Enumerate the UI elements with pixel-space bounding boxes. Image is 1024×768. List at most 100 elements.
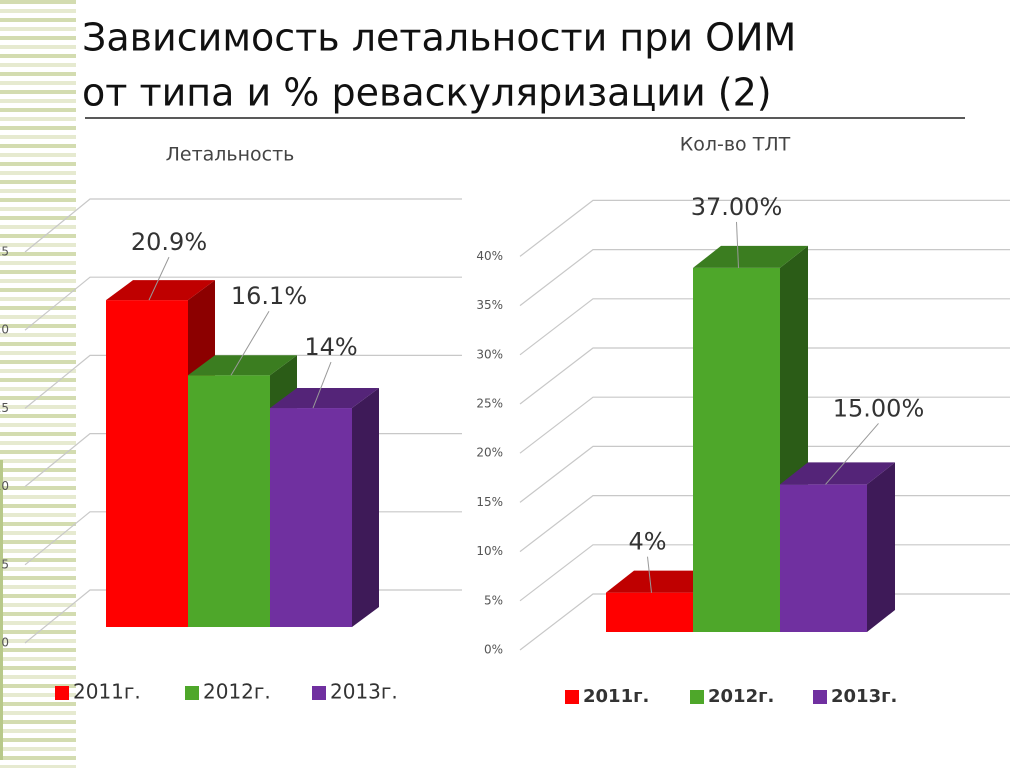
stripe bbox=[0, 189, 76, 193]
stripe bbox=[0, 450, 76, 454]
stripe bbox=[0, 441, 76, 445]
stripe bbox=[0, 180, 76, 184]
stripe bbox=[0, 153, 76, 157]
stripe bbox=[0, 342, 76, 346]
y-tick-label: 40% bbox=[476, 249, 503, 263]
stripe bbox=[0, 315, 76, 319]
leader-line bbox=[825, 423, 879, 485]
stripe bbox=[0, 711, 76, 715]
slide-title-line: Зависимость летальности при ОИМ bbox=[82, 16, 796, 60]
bar-top bbox=[106, 280, 215, 301]
stripe bbox=[0, 558, 76, 562]
stripe bbox=[0, 432, 76, 436]
grid-line bbox=[519, 347, 1010, 405]
leader-line bbox=[312, 361, 332, 409]
stripe bbox=[0, 99, 76, 103]
stripe bbox=[0, 243, 76, 247]
stripe bbox=[0, 405, 76, 409]
legend-swatch bbox=[312, 686, 326, 700]
bar-side bbox=[352, 388, 379, 627]
stripe bbox=[0, 198, 76, 202]
stripe bbox=[0, 513, 76, 517]
bar-top bbox=[188, 355, 297, 376]
stripe bbox=[0, 18, 76, 22]
bar-side bbox=[867, 462, 895, 632]
grid-line bbox=[519, 298, 1010, 356]
stripe bbox=[0, 81, 76, 85]
stripe bbox=[0, 279, 76, 283]
slide-title-line: от типа и % реваскуляризации (2) bbox=[82, 71, 772, 115]
stripe bbox=[0, 0, 76, 4]
y-tick-label: 0 bbox=[1, 636, 9, 650]
edge-stripes bbox=[0, 0, 76, 768]
stripe bbox=[0, 540, 76, 544]
stripe bbox=[0, 594, 76, 598]
stripe bbox=[0, 306, 76, 310]
legend-swatch bbox=[55, 686, 69, 700]
stripe bbox=[0, 639, 76, 643]
stripe bbox=[0, 657, 76, 661]
stripe bbox=[0, 675, 76, 679]
bar-front bbox=[188, 375, 270, 627]
legend-label: 2012г. bbox=[203, 680, 271, 704]
stripe bbox=[0, 504, 76, 508]
legend-swatch bbox=[813, 690, 827, 704]
stripe bbox=[0, 684, 76, 688]
stripe bbox=[0, 702, 76, 706]
data-label: 37.00% bbox=[691, 193, 783, 221]
y-tick-label: 5 bbox=[1, 557, 9, 571]
stripe bbox=[0, 612, 76, 616]
stripe bbox=[0, 270, 76, 274]
stripe bbox=[0, 576, 76, 580]
y-tick-label: 0% bbox=[484, 643, 503, 657]
stripe bbox=[0, 36, 76, 40]
stripe bbox=[0, 207, 76, 211]
stripe bbox=[0, 648, 76, 652]
y-tick-label: 5% bbox=[484, 593, 503, 607]
stripe bbox=[0, 495, 76, 499]
stripe bbox=[0, 252, 76, 256]
bar-top bbox=[780, 462, 895, 485]
legend-swatch bbox=[565, 690, 579, 704]
bar-front bbox=[270, 408, 352, 627]
y-tick-label: 10% bbox=[476, 544, 503, 558]
stripe bbox=[0, 693, 76, 697]
grid-line bbox=[519, 445, 1010, 503]
stripe bbox=[0, 747, 76, 751]
stripe bbox=[0, 477, 76, 481]
stripe bbox=[0, 621, 76, 625]
stripe bbox=[0, 414, 76, 418]
stripe bbox=[0, 261, 76, 265]
stripe bbox=[0, 225, 76, 229]
stripe bbox=[0, 162, 76, 166]
stripe bbox=[0, 486, 76, 490]
stripe bbox=[0, 171, 76, 175]
legend-label: 2011г. bbox=[73, 680, 141, 704]
bar-top bbox=[606, 570, 721, 593]
leader-line bbox=[736, 221, 739, 268]
legend-label: 2012г. bbox=[708, 686, 774, 707]
stripe-edge bbox=[0, 460, 3, 760]
data-label: 14% bbox=[304, 333, 357, 361]
bar-front bbox=[780, 484, 867, 632]
grid-line bbox=[519, 199, 1010, 257]
grid-line bbox=[24, 354, 462, 409]
data-label: 4% bbox=[628, 528, 666, 556]
stripe bbox=[0, 63, 76, 67]
stripe bbox=[0, 720, 76, 724]
stripe bbox=[0, 729, 76, 733]
stripe bbox=[0, 531, 76, 535]
bar-front bbox=[106, 300, 188, 627]
stripe bbox=[0, 378, 76, 382]
y-tick-label: 20% bbox=[476, 446, 503, 460]
bar-front bbox=[693, 267, 780, 632]
chart-title: Летальность bbox=[166, 144, 295, 166]
stripe bbox=[0, 423, 76, 427]
stripe bbox=[0, 90, 76, 94]
legend-label: 2013г. bbox=[330, 680, 398, 704]
stripe bbox=[0, 324, 76, 328]
stripe bbox=[0, 234, 76, 238]
y-tick-label: 15 bbox=[0, 401, 9, 415]
stripe bbox=[0, 459, 76, 463]
bar-top bbox=[693, 245, 808, 268]
